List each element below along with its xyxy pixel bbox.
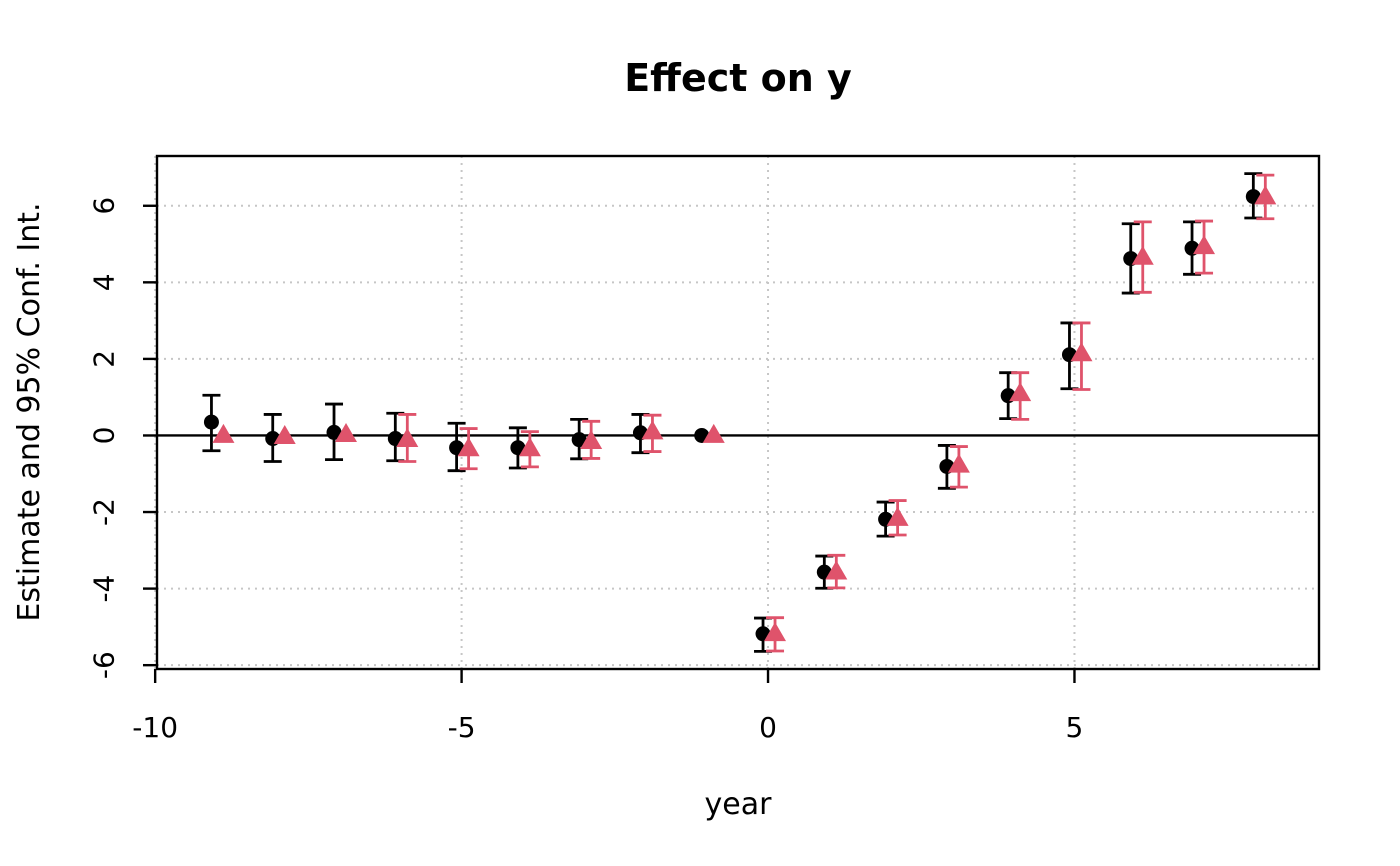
data-point-triangle	[1193, 235, 1216, 255]
data-point-triangle	[212, 423, 235, 443]
x-tick-label: 5	[1066, 711, 1084, 744]
plot-frame	[155, 154, 1321, 671]
x-tick-label: -10	[132, 711, 178, 744]
x-tick-label: 0	[759, 711, 777, 744]
x-axis-title: year	[704, 787, 772, 822]
data-point-triangle	[1254, 185, 1277, 205]
data-point-triangle	[1131, 245, 1154, 265]
y-tick-label: 0	[88, 427, 121, 445]
data-point-triangle	[702, 423, 725, 443]
data-point-circle	[203, 414, 219, 430]
data-point-triangle	[1070, 342, 1093, 362]
data-point-circle	[326, 424, 342, 440]
data-point-triangle	[273, 424, 296, 444]
y-tick-label: 2	[88, 350, 121, 368]
data-point-triangle	[764, 622, 787, 642]
y-tick-label: -2	[88, 498, 121, 526]
data-point-triangle	[457, 437, 480, 457]
data-point-triangle	[641, 420, 664, 440]
x-tick-label: -5	[448, 711, 476, 744]
data-point-triangle	[886, 506, 909, 526]
chart-title: Effect on y	[624, 56, 852, 100]
y-tick-label: 6	[88, 197, 121, 215]
data-point-circle	[571, 432, 587, 448]
data-point-triangle	[825, 560, 848, 580]
data-point-triangle	[580, 429, 603, 449]
data-point-triangle	[335, 423, 358, 443]
data-point-triangle	[1009, 382, 1032, 402]
data-point-triangle	[518, 437, 541, 457]
y-tick-label: 4	[88, 273, 121, 291]
y-tick-label: -6	[88, 651, 121, 679]
y-tick-label: -4	[88, 575, 121, 603]
data-point-triangle	[947, 453, 970, 473]
data-point-triangle	[396, 428, 419, 448]
